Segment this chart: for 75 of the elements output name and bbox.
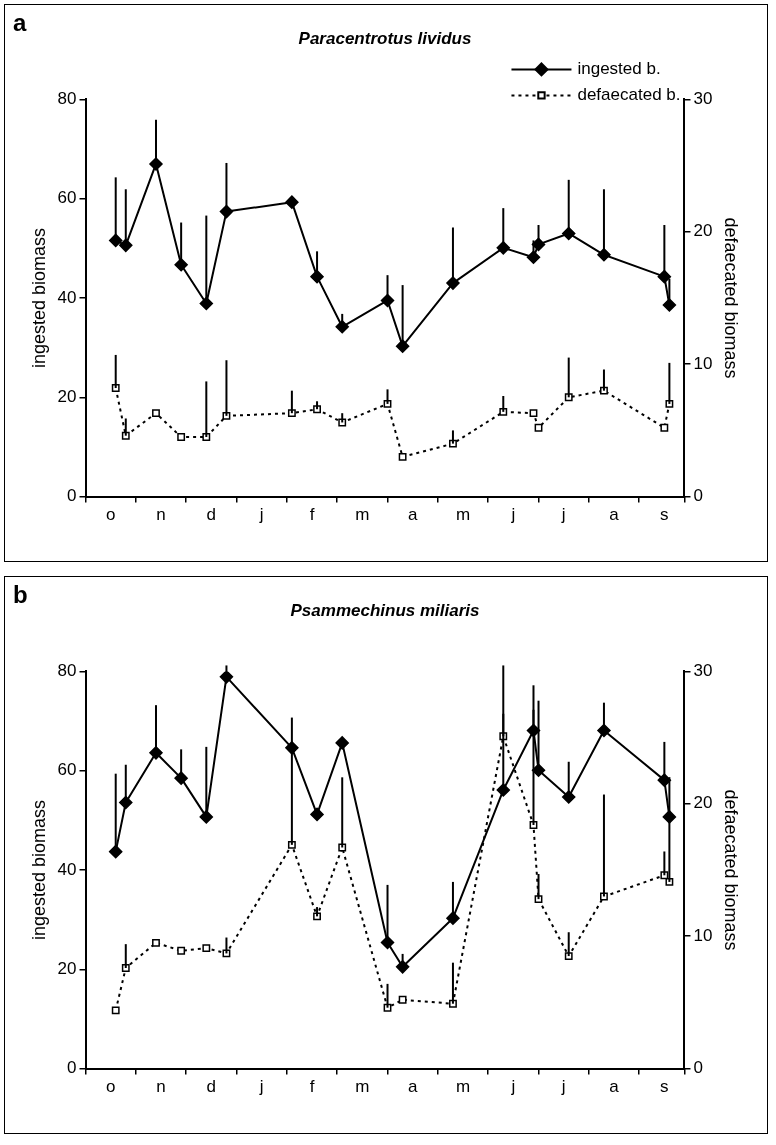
x-tick-label: n [156,1077,166,1097]
x-tick-label: o [105,1077,116,1097]
x-tick-label: n [156,505,166,525]
y2-tick-label: 30 [693,89,713,109]
text: b [13,581,28,609]
point [398,452,407,461]
x-tick-label: s [660,505,669,525]
x-tick-label: j [510,1077,516,1097]
x-tick-label: j [258,505,264,525]
x-tick-label: m [455,1077,471,1097]
y2-tick-label: 10 [693,353,713,373]
y-axis-title: ingested biomass [28,227,49,369]
x-tick-label: a [609,505,620,525]
point [174,771,188,785]
point [380,935,395,950]
point [177,946,186,955]
x-tick-label: j [560,1077,566,1097]
y2-tick-label: 0 [693,1058,703,1078]
point [660,423,669,432]
x-tick-label: a [609,1077,620,1097]
point [219,671,234,684]
y-tick-label: 60 [57,188,77,208]
point [380,293,395,308]
point [152,938,160,947]
y-tick-label: 40 [57,859,77,879]
y-tick-label: 20 [57,386,77,406]
point [529,409,538,418]
y-tick-label: 80 [57,89,77,109]
y-tick-label: 0 [67,1058,77,1078]
y-tick-label: 80 [57,661,77,681]
y2-tick-label: 20 [693,793,713,813]
y-tick-label: 20 [57,958,77,978]
x-tick-label: m [355,1077,370,1097]
x-tick-label: a [407,505,418,525]
y2-axis-title: defaecated biomass [721,217,742,379]
point [335,320,349,334]
point [111,1006,120,1015]
point [534,423,543,432]
point [446,276,460,290]
point [285,195,299,209]
x-tick-label: o [105,505,116,525]
x-tick-label: m [455,505,471,525]
x-tick-label: f [309,505,315,525]
chart-title: Paracentrotus lividus [298,28,472,48]
point [152,409,160,418]
point [398,995,407,1004]
x-tick-label: j [510,505,516,525]
point [219,204,234,219]
point [657,269,672,284]
chart-title: Psammechinus miliaris [290,600,480,620]
x-tick-label: f [309,1077,315,1097]
y-tick-label: 0 [67,486,77,506]
x-tick-label: j [560,505,566,525]
y2-tick-label: 30 [693,661,713,681]
x-tick-label: d [206,505,217,525]
y2-tick-label: 0 [693,486,703,506]
legend-label: ingested b. [577,59,661,79]
x-tick-label: s [660,1077,669,1097]
y-tick-label: 40 [57,287,77,307]
point [177,433,186,441]
y2-tick-label: 20 [693,221,713,241]
point [335,736,349,750]
x-tick-label: d [206,1077,217,1097]
point [202,944,211,953]
y-tick-label: 60 [57,760,77,780]
x-tick-label: j [258,1077,264,1097]
y2-tick-label: 10 [693,925,713,945]
y2-axis-title: defaecated biomass [721,789,742,951]
point [149,157,163,171]
x-tick-label: a [407,1077,418,1097]
legend-label: defaecated b. [577,85,681,105]
text: a [13,9,27,37]
point [310,807,324,822]
y-axis-title: ingested biomass [28,799,49,941]
x-tick-label: m [355,505,370,525]
